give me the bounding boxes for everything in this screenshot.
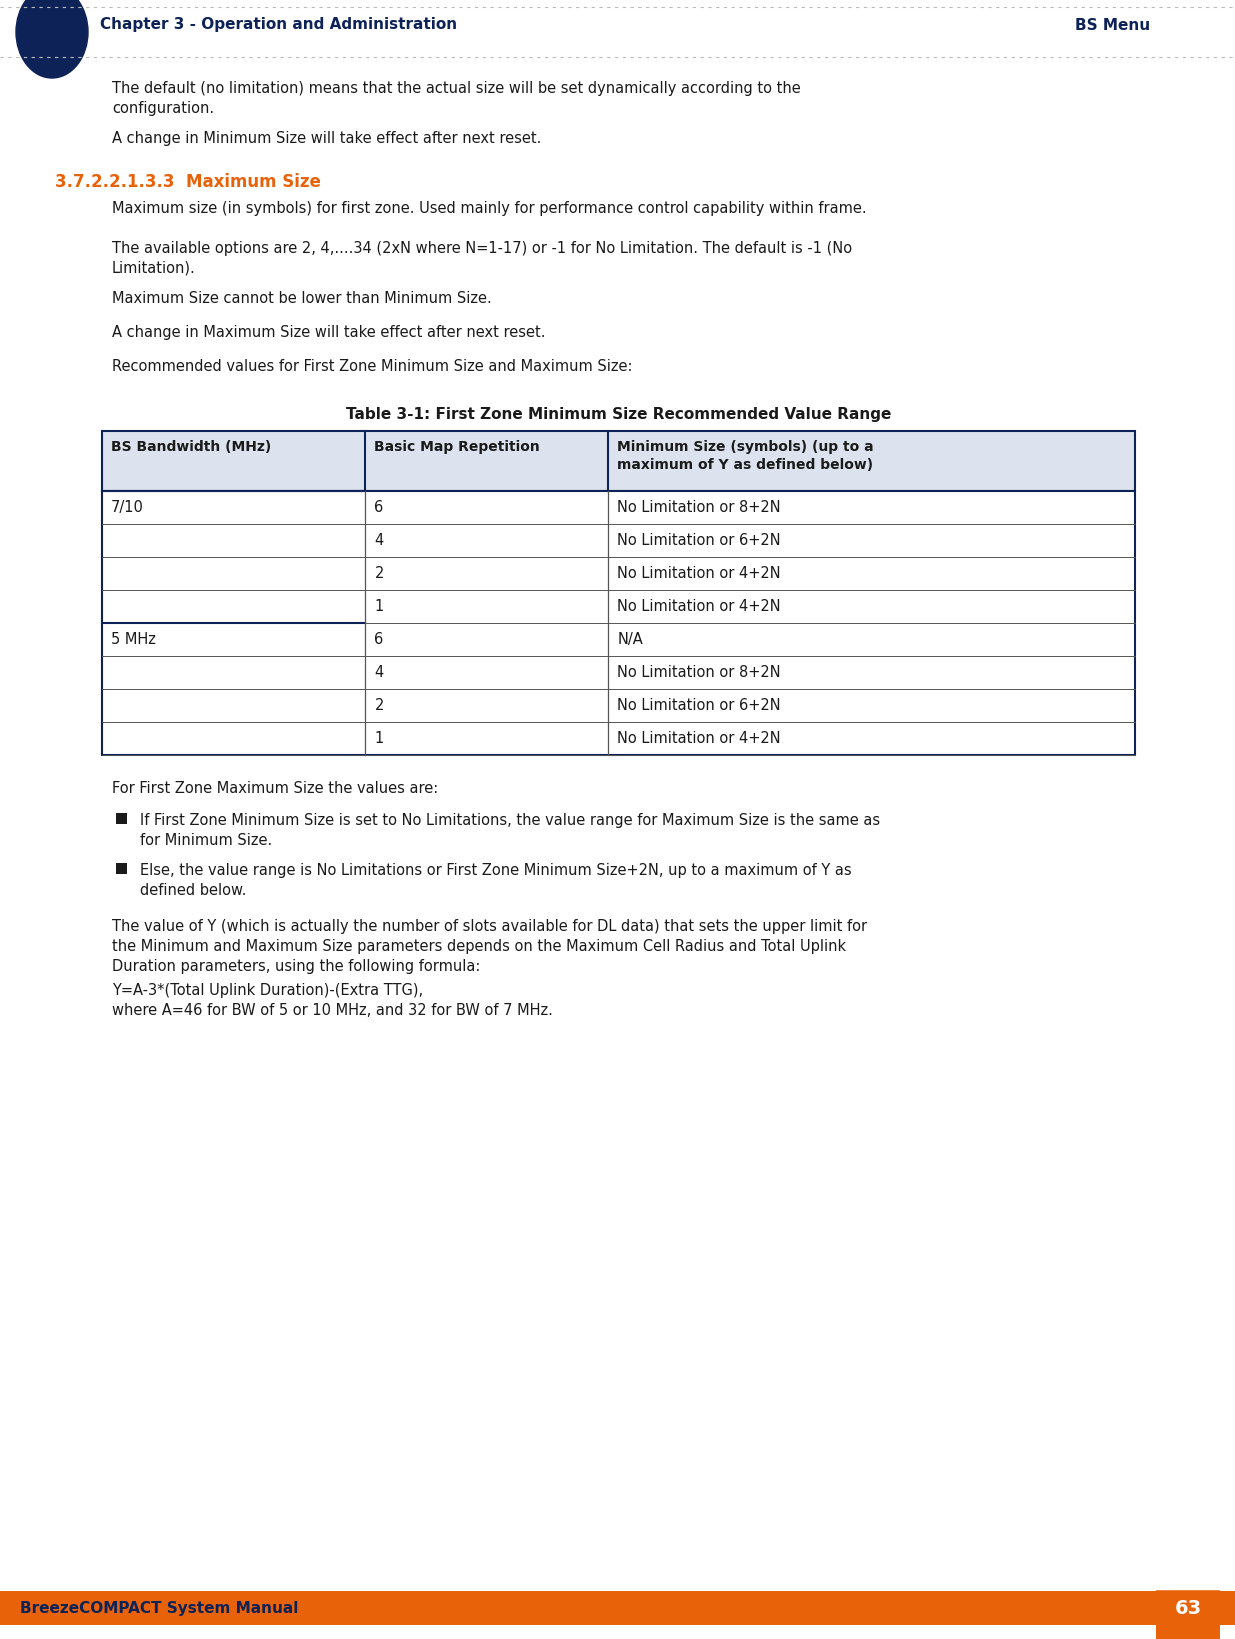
Text: BS Menu: BS Menu bbox=[1074, 18, 1150, 33]
Text: 5 MHz: 5 MHz bbox=[111, 633, 156, 647]
Bar bbox=[116, 813, 127, 824]
Text: Maximum size (in symbols) for first zone. Used mainly for performance control ca: Maximum size (in symbols) for first zone… bbox=[112, 202, 867, 216]
Text: Chapter 3 - Operation and Administration: Chapter 3 - Operation and Administration bbox=[100, 18, 457, 33]
Bar bbox=[0, 1591, 1235, 1624]
Text: 4: 4 bbox=[374, 665, 384, 680]
Text: No Limitation or 4+2N: No Limitation or 4+2N bbox=[618, 598, 781, 615]
Text: The value of Y (which is actually the number of slots available for DL data) tha: The value of Y (which is actually the nu… bbox=[112, 919, 867, 974]
Text: The available options are 2, 4,....34 (2xN where N=1-17) or -1 for No Limitation: The available options are 2, 4,....34 (2… bbox=[112, 241, 852, 275]
Bar bbox=[103, 557, 1135, 590]
Bar bbox=[103, 590, 1135, 623]
Text: No Limitation or 4+2N: No Limitation or 4+2N bbox=[618, 731, 781, 746]
Bar bbox=[103, 656, 1135, 688]
Text: Maximum Size cannot be lower than Minimum Size.: Maximum Size cannot be lower than Minimu… bbox=[112, 292, 492, 306]
Text: Table 3-1: First Zone Minimum Size Recommended Value Range: Table 3-1: First Zone Minimum Size Recom… bbox=[346, 406, 892, 421]
Text: BS Bandwidth (MHz): BS Bandwidth (MHz) bbox=[111, 439, 272, 454]
Ellipse shape bbox=[16, 0, 88, 79]
Text: Y=A-3*(Total Uplink Duration)-(Extra TTG),
where A=46 for BW of 5 or 10 MHz, and: Y=A-3*(Total Uplink Duration)-(Extra TTG… bbox=[112, 983, 553, 1018]
Text: The default (no limitation) means that the actual size will be set dynamically a: The default (no limitation) means that t… bbox=[112, 80, 800, 116]
Text: BreezeCOMPACT System Manual: BreezeCOMPACT System Manual bbox=[20, 1601, 299, 1616]
Bar bbox=[103, 688, 1135, 723]
Text: 3.7.2.2.1.3.3  Maximum Size: 3.7.2.2.1.3.3 Maximum Size bbox=[56, 174, 321, 192]
Bar bbox=[103, 492, 1135, 756]
Text: No Limitation or 4+2N: No Limitation or 4+2N bbox=[618, 565, 781, 580]
Text: 2: 2 bbox=[374, 698, 384, 713]
Text: 1: 1 bbox=[374, 731, 384, 746]
Text: 2: 2 bbox=[374, 565, 384, 580]
Bar bbox=[103, 492, 366, 623]
Text: For First Zone Maximum Size the values are:: For First Zone Maximum Size the values a… bbox=[112, 782, 438, 797]
Bar bbox=[103, 431, 1135, 492]
Text: 7/10: 7/10 bbox=[111, 500, 143, 515]
Text: No Limitation or 6+2N: No Limitation or 6+2N bbox=[618, 533, 781, 547]
Text: Basic Map Repetition: Basic Map Repetition bbox=[374, 439, 540, 454]
Text: 63: 63 bbox=[1174, 1598, 1202, 1618]
Bar bbox=[103, 623, 366, 756]
Text: N/A: N/A bbox=[618, 633, 643, 647]
Text: Else, the value range is No Limitations or First Zone Minimum Size+2N, up to a m: Else, the value range is No Limitations … bbox=[140, 864, 852, 898]
Bar bbox=[103, 492, 1135, 524]
Text: Minimum Size (symbols) (up to a
maximum of Y as defined below): Minimum Size (symbols) (up to a maximum … bbox=[618, 439, 874, 472]
Text: 6: 6 bbox=[374, 633, 384, 647]
Text: If First Zone Minimum Size is set to No Limitations, the value range for Maximum: If First Zone Minimum Size is set to No … bbox=[140, 813, 881, 847]
Bar bbox=[103, 723, 1135, 756]
Text: 1: 1 bbox=[374, 598, 384, 615]
FancyBboxPatch shape bbox=[1156, 1588, 1220, 1639]
Text: A change in Minimum Size will take effect after next reset.: A change in Minimum Size will take effec… bbox=[112, 131, 541, 146]
Text: No Limitation or 8+2N: No Limitation or 8+2N bbox=[618, 500, 781, 515]
Text: No Limitation or 8+2N: No Limitation or 8+2N bbox=[618, 665, 781, 680]
Bar bbox=[103, 431, 1135, 492]
Bar bbox=[103, 623, 1135, 656]
Text: 6: 6 bbox=[374, 500, 384, 515]
Bar bbox=[116, 864, 127, 874]
Bar bbox=[103, 524, 1135, 557]
Text: 4: 4 bbox=[374, 533, 384, 547]
Text: Recommended values for First Zone Minimum Size and Maximum Size:: Recommended values for First Zone Minimu… bbox=[112, 359, 632, 374]
Text: A change in Maximum Size will take effect after next reset.: A change in Maximum Size will take effec… bbox=[112, 325, 546, 339]
Text: No Limitation or 6+2N: No Limitation or 6+2N bbox=[618, 698, 781, 713]
